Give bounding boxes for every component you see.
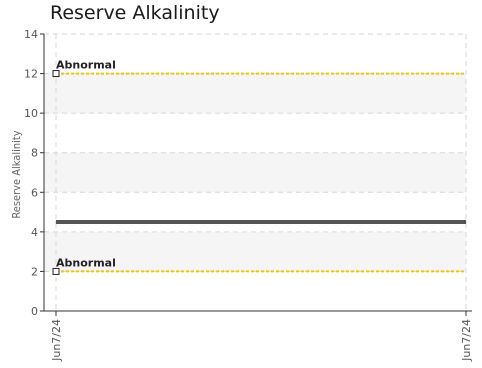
data-point-0-1 — [465, 221, 467, 223]
reference-label-0: Abnormal — [56, 59, 116, 72]
grid-band-2 — [44, 73, 466, 114]
data-point-0-0 — [55, 221, 57, 223]
y-tick-label-0: 0 — [31, 305, 38, 318]
reference-marker-0 — [52, 70, 60, 78]
y-tick-label-1: 2 — [31, 265, 38, 278]
y-tick-label-7: 14 — [24, 28, 38, 41]
y-tick-label-5: 10 — [24, 107, 38, 120]
y-tick-label-4: 8 — [31, 147, 38, 160]
chart-title: Reserve Alkalinity — [50, 2, 220, 24]
reference-marker-1 — [52, 267, 60, 275]
reference-label-1: Abnormal — [56, 256, 116, 269]
y-tick-label-3: 6 — [31, 186, 38, 199]
x-tick-label-1: Jun7/24 — [460, 319, 473, 362]
y-tick-label-2: 4 — [31, 226, 38, 239]
y-axis-title: Reserve Alkalinity — [10, 130, 23, 218]
grid-band-1 — [44, 152, 466, 193]
y-tick-label-6: 12 — [24, 68, 38, 81]
x-tick-label-0: Jun7/24 — [50, 319, 63, 362]
grid-band-0 — [44, 231, 466, 272]
